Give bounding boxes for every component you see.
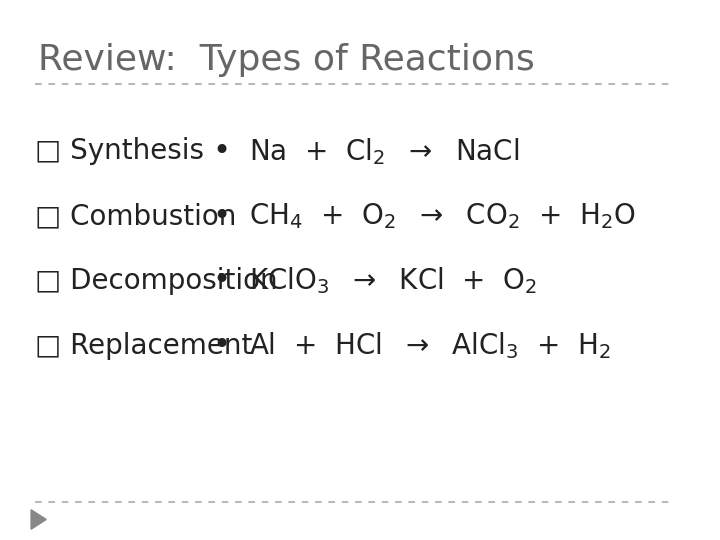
Text: CH$_4$  +  O$_2$  $\rightarrow$  CO$_2$  +  H$_2$O: CH$_4$ + O$_2$ $\rightarrow$ CO$_2$ + H$…: [248, 201, 635, 231]
Text: □ Decomposition: □ Decomposition: [35, 267, 277, 295]
Text: □ Combustion: □ Combustion: [35, 202, 236, 230]
Text: KClO$_3$  $\rightarrow$  KCl  +  O$_2$: KClO$_3$ $\rightarrow$ KCl + O$_2$: [248, 265, 537, 296]
Polygon shape: [31, 510, 46, 529]
Text: •: •: [212, 331, 230, 360]
Text: •: •: [212, 137, 230, 166]
Text: □ Synthesis: □ Synthesis: [35, 137, 204, 165]
Text: □ Replacement: □ Replacement: [35, 332, 252, 360]
Text: Al  +  HCl  $\rightarrow$  AlCl$_3$  +  H$_2$: Al + HCl $\rightarrow$ AlCl$_3$ + H$_2$: [248, 330, 611, 361]
Text: Review:  Types of Reactions: Review: Types of Reactions: [38, 43, 535, 77]
Text: •: •: [212, 201, 230, 231]
Text: •: •: [212, 266, 230, 295]
Text: Na  +  Cl$_2$  $\rightarrow$  NaCl: Na + Cl$_2$ $\rightarrow$ NaCl: [248, 136, 519, 167]
